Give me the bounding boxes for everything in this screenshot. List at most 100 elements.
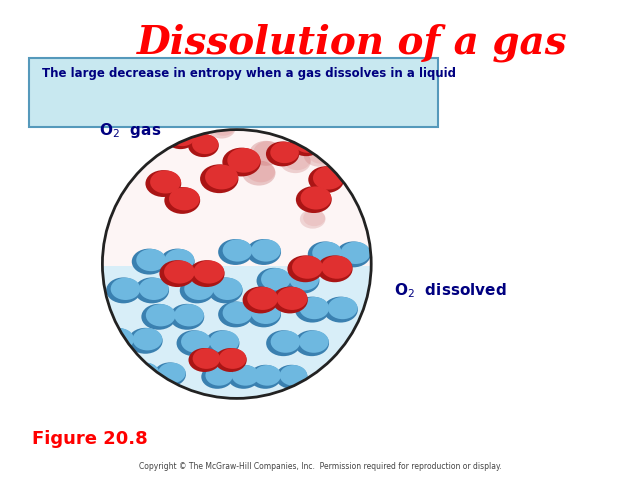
Circle shape	[275, 365, 307, 389]
Circle shape	[232, 365, 259, 386]
Circle shape	[212, 278, 243, 300]
Circle shape	[287, 255, 323, 282]
Circle shape	[243, 287, 278, 313]
Circle shape	[100, 328, 134, 354]
Circle shape	[253, 365, 281, 386]
Circle shape	[284, 150, 310, 170]
Text: Copyright © The McGraw-Hill Companies, Inc.  Permission required for reproductio: Copyright © The McGraw-Hill Companies, I…	[139, 462, 501, 471]
Circle shape	[170, 304, 204, 330]
Circle shape	[218, 239, 253, 265]
Circle shape	[251, 240, 281, 262]
Circle shape	[207, 118, 236, 139]
Circle shape	[229, 107, 253, 125]
Circle shape	[305, 194, 327, 210]
Circle shape	[303, 210, 325, 226]
Circle shape	[280, 150, 311, 173]
Circle shape	[177, 330, 211, 356]
Circle shape	[312, 242, 342, 264]
Circle shape	[104, 328, 134, 350]
Circle shape	[266, 142, 300, 167]
Circle shape	[328, 297, 358, 319]
Circle shape	[308, 166, 344, 193]
Circle shape	[266, 330, 301, 356]
Circle shape	[280, 365, 307, 386]
Circle shape	[181, 331, 211, 353]
Circle shape	[169, 187, 200, 210]
Circle shape	[128, 362, 160, 386]
Circle shape	[249, 365, 282, 389]
Circle shape	[296, 186, 332, 213]
Circle shape	[336, 241, 371, 267]
Circle shape	[215, 348, 247, 372]
Circle shape	[164, 249, 195, 271]
Circle shape	[145, 170, 181, 197]
Circle shape	[225, 106, 253, 127]
Circle shape	[132, 249, 166, 275]
Circle shape	[303, 144, 334, 167]
Circle shape	[285, 268, 319, 294]
Circle shape	[218, 301, 253, 327]
FancyBboxPatch shape	[29, 58, 438, 127]
Circle shape	[211, 118, 236, 136]
Circle shape	[340, 242, 371, 264]
Circle shape	[242, 161, 275, 186]
Circle shape	[180, 277, 214, 303]
Circle shape	[164, 187, 200, 214]
Circle shape	[321, 256, 352, 279]
Circle shape	[313, 167, 344, 190]
Circle shape	[189, 260, 225, 287]
Circle shape	[192, 134, 218, 154]
Circle shape	[294, 132, 323, 153]
Text: Dissolution of a gas: Dissolution of a gas	[137, 24, 567, 62]
Circle shape	[111, 278, 140, 300]
Circle shape	[223, 302, 252, 324]
Circle shape	[308, 144, 334, 164]
Circle shape	[139, 278, 169, 300]
Circle shape	[271, 331, 300, 353]
Text: O$_2$  dissolved: O$_2$ dissolved	[394, 281, 506, 300]
Circle shape	[247, 287, 278, 310]
Circle shape	[289, 131, 323, 156]
Circle shape	[301, 186, 332, 210]
Circle shape	[246, 301, 281, 327]
Circle shape	[301, 194, 327, 213]
Circle shape	[222, 148, 260, 177]
Circle shape	[189, 348, 220, 372]
Circle shape	[205, 165, 238, 190]
Circle shape	[160, 249, 195, 275]
Circle shape	[132, 328, 163, 350]
Circle shape	[228, 365, 260, 389]
Circle shape	[188, 134, 219, 157]
Circle shape	[253, 141, 282, 163]
Circle shape	[317, 255, 353, 282]
Circle shape	[128, 328, 163, 354]
Circle shape	[270, 142, 299, 163]
Circle shape	[272, 287, 308, 313]
Circle shape	[146, 304, 175, 326]
Text: O$_2$  gas: O$_2$ gas	[99, 121, 162, 140]
Circle shape	[150, 170, 181, 193]
Circle shape	[169, 126, 196, 146]
Circle shape	[193, 348, 220, 369]
Circle shape	[289, 268, 319, 290]
Circle shape	[227, 148, 260, 173]
Circle shape	[299, 331, 329, 353]
Circle shape	[201, 365, 233, 389]
Circle shape	[154, 362, 186, 386]
Circle shape	[246, 161, 275, 182]
Ellipse shape	[102, 130, 371, 398]
Circle shape	[323, 297, 358, 323]
Circle shape	[223, 240, 252, 262]
Text: Figure 20.8: Figure 20.8	[32, 430, 148, 447]
Circle shape	[165, 126, 196, 149]
Circle shape	[209, 331, 239, 353]
Circle shape	[261, 268, 291, 290]
Circle shape	[184, 278, 214, 300]
Circle shape	[257, 268, 291, 294]
Circle shape	[134, 277, 169, 303]
Circle shape	[295, 297, 330, 323]
Circle shape	[208, 277, 243, 303]
Circle shape	[200, 164, 239, 193]
Text: The large decrease in entropy when a gas dissolves in a liquid: The large decrease in entropy when a gas…	[42, 67, 456, 80]
Circle shape	[159, 260, 195, 287]
